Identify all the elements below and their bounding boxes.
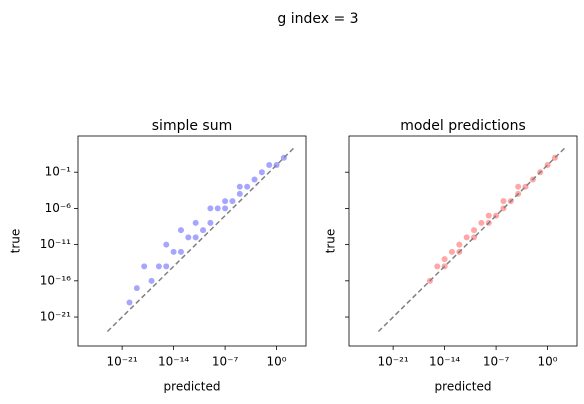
scatter-point [448,248,455,255]
axes-title: simple sum [152,118,232,134]
x-tick-label: 10⁰ [267,355,287,369]
scatter-point [236,183,243,190]
y-tick-label: 10⁻¹⁶ [40,273,71,287]
x-tick-label: 10⁻⁷ [212,355,239,369]
reference-line [106,147,295,333]
scatter-point [463,234,470,241]
scatter-point [177,248,184,255]
scatter-point [236,190,243,197]
scatter-point [471,227,478,234]
scatter-point [434,263,441,270]
scatter-point [515,183,522,190]
scatter-point [148,277,155,284]
x-tick-label: 10⁻²¹ [378,355,409,369]
x-axis-label: predicted [164,380,221,394]
scatter-point [441,256,448,263]
axes-frame [348,135,578,347]
axes-frame [77,135,307,347]
scatter-point [200,227,207,234]
scatter-point [222,198,229,205]
scatter-point [170,248,177,255]
scatter-point [126,299,133,306]
scatter-point [251,176,258,183]
scatter-point [214,205,221,212]
scatter-point [207,219,214,226]
scatter-point [266,161,273,168]
scatter-point [192,234,199,241]
scatter-point [155,263,162,270]
scatter-point [456,241,463,248]
y-tick-label: 10⁻²¹ [40,310,71,324]
scatter-point [222,205,229,212]
scatter-point [478,219,485,226]
axes-title: model predictions [400,118,526,134]
scatter-point [177,227,184,234]
y-tick-label: 10⁻¹¹ [40,237,71,251]
scatter-point [185,234,192,241]
scatter-point [244,183,251,190]
scatter-point [258,169,265,176]
y-tick-label: 10⁻⁶ [45,201,72,215]
x-tick-label: 10⁰ [538,355,558,369]
scatter-point [207,205,214,212]
scatter-point [141,263,148,270]
scatter-point [229,198,236,205]
y-axis-label: true [9,229,23,254]
scatter-point [485,212,492,219]
scatter-point [500,198,507,205]
x-axis-label: predicted [435,380,492,394]
scatter-point [163,241,170,248]
y-axis-label: true [324,229,338,254]
x-tick-label: 10⁻⁷ [483,355,510,369]
figure-title: g index = 3 [277,11,358,27]
scatter-point [133,285,140,292]
scatter-point [163,263,170,270]
y-tick-label: 10⁻¹ [45,165,72,179]
scatter-point [192,219,199,226]
reference-line [377,147,566,333]
x-tick-label: 10⁻¹⁴ [158,355,189,369]
x-tick-label: 10⁻²¹ [107,355,138,369]
x-tick-label: 10⁻¹⁴ [429,355,460,369]
